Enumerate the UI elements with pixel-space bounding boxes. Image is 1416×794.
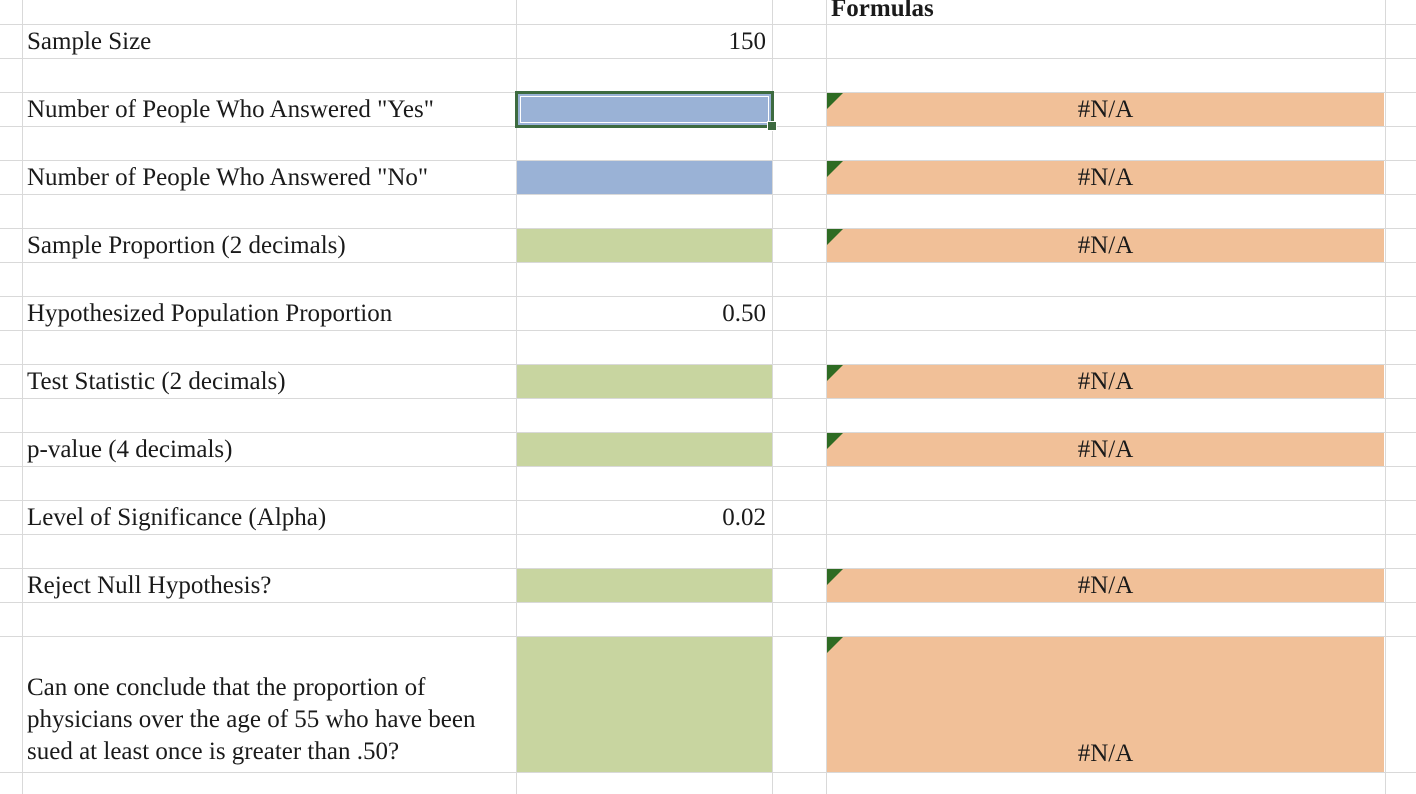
gridline (0, 772, 1416, 773)
alpha-value[interactable]: 0.02 (722, 503, 766, 531)
gridline (1385, 0, 1386, 794)
yes-count-formula[interactable]: #N/A (827, 93, 1384, 126)
sample-size-label[interactable]: Sample Size (27, 27, 152, 55)
no-count-label[interactable]: Number of People Who Answered "No" (27, 163, 429, 191)
test-statistic-formula-text: #N/A (1077, 367, 1134, 395)
yes-count-formula-text: #N/A (1077, 95, 1134, 123)
no-count-formula[interactable]: #N/A (827, 161, 1384, 194)
test-statistic-input[interactable] (517, 365, 772, 398)
reject-null-formula-text: #N/A (1077, 571, 1134, 599)
sample-proportion-formula-text: #N/A (1077, 231, 1134, 259)
p-value-input[interactable] (517, 433, 772, 466)
gridline (0, 92, 1416, 93)
gridline (0, 364, 1416, 365)
test-statistic-formula[interactable]: #N/A (827, 365, 1384, 398)
gridline (0, 126, 1416, 127)
reject-null-formula[interactable]: #N/A (827, 569, 1384, 602)
comment-marker-icon (827, 569, 843, 585)
gridline (772, 0, 773, 794)
gridline (0, 602, 1416, 603)
no-count-formula-text: #N/A (1077, 163, 1134, 191)
gridline (0, 330, 1416, 331)
conclusion-formula[interactable]: #N/A (827, 637, 1384, 772)
test-statistic-label[interactable]: Test Statistic (2 decimals) (27, 367, 286, 395)
p-value-formula[interactable]: #N/A (827, 433, 1384, 466)
conclusion-formula-text: #N/A (1077, 740, 1134, 767)
gridline (826, 0, 827, 794)
p-value-formula-text: #N/A (1077, 435, 1134, 463)
selection-border (520, 96, 769, 123)
gridline (0, 636, 1416, 637)
p-value-label[interactable]: p-value (4 decimals) (27, 435, 233, 463)
conclusion-input[interactable] (517, 637, 772, 772)
gridline (0, 160, 1416, 161)
gridline (22, 0, 23, 794)
gridline (0, 296, 1416, 297)
hypothesized-proportion-label[interactable]: Hypothesized Population Proportion (27, 299, 393, 327)
gridline (0, 398, 1416, 399)
sample-proportion-label[interactable]: Sample Proportion (2 decimals) (27, 231, 346, 259)
gridline (0, 262, 1416, 263)
comment-marker-icon (827, 433, 843, 449)
comment-marker-icon (827, 161, 843, 177)
no-count-input[interactable] (517, 161, 772, 194)
hypothesized-proportion-value[interactable]: 0.50 (722, 299, 766, 327)
gridline (0, 432, 1416, 433)
yes-count-input[interactable] (515, 91, 777, 131)
sample-size-value[interactable]: 150 (728, 27, 767, 55)
sample-proportion-formula[interactable]: #N/A (827, 229, 1384, 262)
sample-proportion-input[interactable] (517, 229, 772, 262)
gridline (0, 534, 1416, 535)
gridline (516, 0, 517, 794)
comment-marker-icon (827, 365, 843, 381)
comment-marker-icon (827, 229, 843, 245)
comment-marker-icon (827, 93, 843, 109)
gridline (0, 466, 1416, 467)
comment-marker-icon (827, 637, 843, 653)
yes-count-label[interactable]: Number of People Who Answered "Yes" (27, 95, 434, 123)
gridline (0, 500, 1416, 501)
formulas-header[interactable]: Formulas (831, 0, 934, 22)
reject-null-label[interactable]: Reject Null Hypothesis? (27, 571, 272, 599)
gridline (0, 24, 1416, 25)
reject-null-input[interactable] (517, 569, 772, 602)
conclusion-label[interactable]: Can one conclude that the proportion of … (27, 674, 476, 765)
gridline (0, 568, 1416, 569)
gridline (0, 58, 1416, 59)
alpha-label[interactable]: Level of Significance (Alpha) (27, 503, 327, 531)
gridline (0, 194, 1416, 195)
gridline (0, 228, 1416, 229)
